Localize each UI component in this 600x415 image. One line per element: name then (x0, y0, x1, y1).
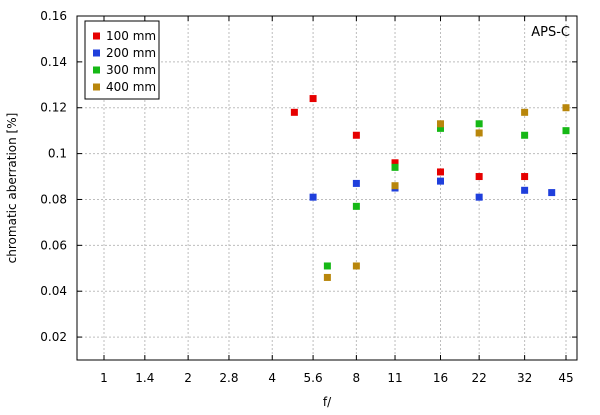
plot-frame (76, 15, 578, 361)
data-point-100-mm (475, 173, 483, 181)
legend-label: 400 mm (106, 80, 156, 94)
y-tick-label: 0.02 (40, 330, 67, 344)
y-tick-label: 0.12 (40, 101, 67, 115)
legend: 100 mm 200 mm 300 mm 400 mm (84, 20, 160, 100)
y-tick-label: 0.1 (48, 147, 67, 161)
corner-label: APS-C (531, 25, 570, 40)
y-tick-label: 0.08 (40, 192, 67, 206)
data-point-200-mm (309, 193, 317, 201)
legend-label: 100 mm (106, 29, 156, 43)
data-point-400-mm (352, 262, 360, 270)
x-tick-label: 22 (472, 371, 487, 385)
data-point-300-mm (323, 262, 331, 270)
data-point-100-mm (290, 108, 298, 116)
x-tick-label: 8 (353, 371, 361, 385)
x-tick-label: 45 (558, 371, 573, 385)
data-point-200-mm (548, 189, 556, 197)
data-point-100-mm (391, 159, 399, 167)
data-point-300-mm (436, 124, 444, 132)
y-tick-label: 0.06 (40, 238, 67, 252)
y-tick-label: 0.16 (40, 9, 67, 23)
data-point-400-mm (323, 273, 331, 281)
x-tick-label: 2 (184, 371, 192, 385)
data-point-400-mm (521, 108, 529, 116)
y-axis-label: chromatic aberration [%] (5, 113, 19, 264)
data-point-200-mm (352, 179, 360, 187)
legend-swatch (93, 66, 100, 74)
legend-swatch (93, 83, 100, 91)
data-point-200-mm (521, 186, 529, 194)
y-tick-label: 0.14 (40, 55, 67, 69)
x-tick-label: 11 (387, 371, 402, 385)
data-points (290, 95, 570, 281)
x-tick-label: 16 (433, 371, 448, 385)
x-tick-label: 1 (100, 371, 108, 385)
x-tick-label: 2.8 (219, 371, 238, 385)
x-axis-label: f/ (323, 395, 332, 409)
legend-swatch (93, 32, 100, 40)
x-tick-label: 4 (268, 371, 276, 385)
data-point-100-mm (521, 173, 529, 181)
x-tick-label: 32 (517, 371, 532, 385)
data-point-100-mm (352, 131, 360, 139)
data-point-400-mm (562, 104, 570, 112)
data-point-300-mm (562, 127, 570, 135)
data-point-400-mm (391, 182, 399, 190)
data-point-200-mm (436, 177, 444, 185)
axis-ticks: 1 1.4 2 2.8 4 5.6 8 11 16 22 32 45 0.02 0.04 0.06 0.08 0… (40, 9, 577, 385)
data-point-400-mm (475, 129, 483, 137)
legend-label: 200 mm (106, 46, 156, 60)
data-point-300-mm (475, 120, 483, 128)
data-point-300-mm (521, 131, 529, 139)
data-point-100-mm (309, 95, 317, 103)
legend-label: 300 mm (106, 63, 156, 77)
data-point-200-mm (475, 193, 483, 201)
data-point-100-mm (436, 168, 444, 176)
data-point-300-mm (352, 202, 360, 210)
y-tick-label: 0.04 (40, 284, 67, 298)
data-point-300-mm (391, 163, 399, 171)
x-tick-label: 5.6 (304, 371, 323, 385)
legend-swatch (93, 49, 100, 57)
data-point-400-mm (436, 120, 444, 128)
x-tick-label: 1.4 (135, 371, 154, 385)
